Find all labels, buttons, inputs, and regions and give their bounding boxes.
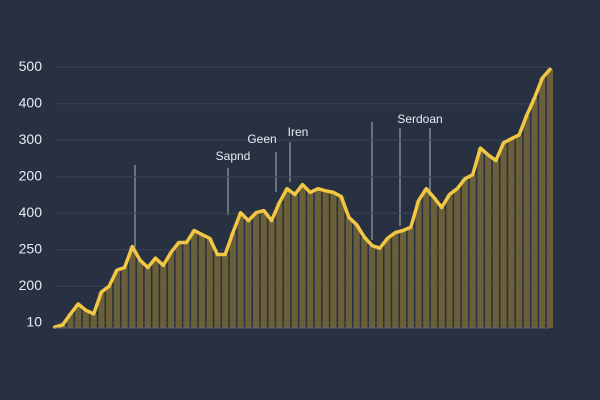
annotation: Iren — [288, 125, 309, 139]
area-bar — [322, 190, 329, 328]
area-bar — [461, 178, 469, 328]
area-bar — [376, 248, 383, 328]
area-bar — [546, 69, 554, 328]
area-bar — [392, 232, 399, 328]
y-tick-label: 10 — [26, 313, 42, 329]
area-bar — [75, 304, 82, 328]
y-tick-label: 200 — [19, 167, 43, 183]
area-bar — [485, 154, 492, 328]
area-bar — [98, 292, 105, 328]
area-bar — [283, 188, 291, 328]
area-bar — [121, 267, 128, 328]
area-bar — [531, 97, 538, 328]
area-bar — [206, 238, 213, 328]
area-bar — [384, 238, 391, 328]
area-bar — [90, 313, 97, 328]
area-bar — [539, 78, 546, 328]
area-bar — [136, 260, 144, 328]
area-bar — [430, 197, 438, 328]
annotation: Serdoan — [397, 112, 442, 126]
area-bar — [183, 242, 190, 328]
area-bar — [222, 254, 229, 328]
area-bar — [245, 220, 252, 328]
area-bar — [454, 188, 461, 328]
area-bar — [469, 174, 476, 328]
area-bar — [276, 202, 283, 328]
y-tick-label: 300 — [19, 131, 43, 147]
area-bar — [152, 258, 159, 328]
area-bar — [113, 270, 120, 328]
area-bar — [500, 142, 507, 328]
area-bar — [314, 188, 322, 328]
area-bar — [330, 192, 337, 328]
area-bar — [477, 148, 484, 328]
area-bar — [338, 196, 345, 328]
area-bar — [407, 227, 414, 328]
area-bar — [106, 286, 113, 328]
area-bar — [369, 245, 376, 328]
line — [53, 67, 552, 329]
area-bar — [291, 194, 298, 328]
area-bar — [508, 138, 515, 328]
area-bar — [399, 230, 407, 328]
area-bar — [229, 232, 236, 328]
area-bar — [438, 207, 445, 328]
area-bar — [307, 192, 314, 328]
area-bar — [160, 265, 167, 328]
area-bar — [446, 194, 453, 328]
area-bar — [523, 115, 530, 328]
area-bar — [214, 254, 221, 328]
area-bar — [167, 252, 175, 328]
y-tick-label: 250 — [19, 240, 43, 256]
y-tick-label: 400 — [19, 204, 43, 220]
area-bar — [129, 246, 136, 328]
annotation: Sapnd — [216, 149, 251, 163]
area-bar — [191, 230, 198, 328]
area-bar — [175, 242, 182, 328]
annotation-leaders — [134, 122, 431, 250]
area-bar — [198, 234, 206, 328]
area-bar — [253, 212, 260, 328]
y-tick-label: 400 — [19, 94, 43, 110]
area-bar — [268, 220, 275, 328]
area-bar — [345, 217, 352, 328]
area-bar — [423, 188, 430, 328]
area-bar — [67, 313, 74, 328]
area-bar — [260, 210, 267, 328]
area-bar — [492, 160, 499, 328]
y-tick-label: 200 — [19, 277, 43, 293]
y-tick-label: 500 — [19, 58, 43, 74]
area-bar — [144, 267, 151, 328]
area-bar — [361, 237, 368, 328]
area-bar — [237, 212, 244, 328]
area-bar — [415, 200, 422, 328]
annotation: Geen — [247, 132, 276, 146]
area-bar — [515, 135, 523, 328]
area-bar — [353, 224, 360, 328]
area-bar — [82, 310, 90, 328]
area-bar — [299, 184, 306, 328]
